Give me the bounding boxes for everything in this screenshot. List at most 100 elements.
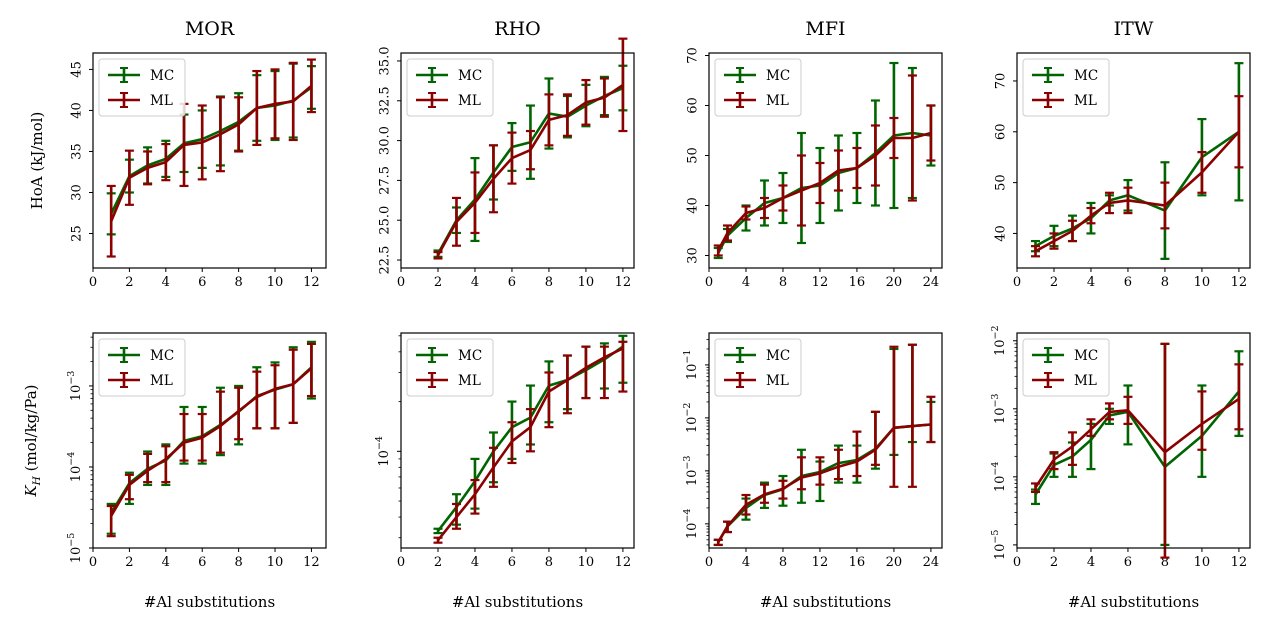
x-tick-label: 8 xyxy=(234,275,242,290)
x-tick-label: 12 xyxy=(812,275,829,290)
legend-label: ML xyxy=(766,373,789,389)
x-tick-label: 0 xyxy=(397,555,405,570)
panel-itw-kh: 0 2 4 6 8 10 12#Al substitutions10−510−410−310… xyxy=(990,325,1251,611)
legend-box xyxy=(714,58,802,117)
x-tick-label: 6 xyxy=(1124,275,1132,290)
legend-label: MC xyxy=(1074,68,1098,84)
panel-mor-hoa: MOR 0 2 4 6 8 10 12 25 30 35 40 45 HoA (kJ/mol) MC ML xyxy=(28,18,327,290)
x-tick-label: 24 xyxy=(923,275,940,290)
x-tick-label: 10 xyxy=(267,275,284,290)
x-tick-label: 12 xyxy=(1231,275,1248,290)
panel-mor-kh: 0 2 4 6 8 10 12#Al substitutions10−510−410−3KH… xyxy=(22,332,327,611)
y-axis-label: KH (mol/kg/Pa) xyxy=(22,384,43,497)
axes-frame xyxy=(400,332,635,549)
axes-frame xyxy=(1016,332,1251,549)
axes-frame xyxy=(92,332,327,549)
series-ml xyxy=(433,37,628,260)
x-axis-label: #Al substitutions xyxy=(1068,593,1199,611)
y-tick-label: 10−3 xyxy=(990,394,1008,425)
series-ml xyxy=(713,343,936,547)
axes-frame xyxy=(92,52,327,269)
x-tick-label: 0 xyxy=(89,275,97,290)
x-tick-label: 20 xyxy=(886,555,903,570)
x-tick-label: 4 xyxy=(742,555,750,570)
y-tick-exponent: −2 xyxy=(682,403,693,417)
y-tick-base: 10 xyxy=(993,339,1008,356)
y-tick-base: 10 xyxy=(69,466,84,483)
y-tick-label: 35.0 xyxy=(378,46,393,75)
x-tick-label: 0 xyxy=(89,555,97,570)
y-tick-base: 10 xyxy=(685,417,700,434)
y-tick-label: 10−2 xyxy=(682,403,700,434)
legend-box xyxy=(406,58,494,117)
x-tick-label: 6 xyxy=(1124,555,1132,570)
x-tick-label: 0 xyxy=(1013,275,1021,290)
legend-label: MC xyxy=(1074,348,1098,364)
series-line xyxy=(110,84,313,222)
y-tick-label: 25 xyxy=(70,225,85,242)
x-tick-label: 12 xyxy=(615,275,632,290)
legend-box xyxy=(98,58,186,117)
legend-label: MC xyxy=(766,348,790,364)
x-tick-label: 6 xyxy=(508,555,516,570)
x-tick-label: 16 xyxy=(849,555,866,570)
x-tick-label: 2 xyxy=(1050,275,1058,290)
y-tick-base: 10 xyxy=(685,523,700,540)
legend-label: MC xyxy=(458,68,482,84)
y-tick-base: 10 xyxy=(993,408,1008,425)
series-line xyxy=(1034,130,1240,253)
y-tick-label: 27.5 xyxy=(378,166,393,195)
y-tick-label: 10−1 xyxy=(682,350,700,381)
y-tick-base: 10 xyxy=(685,364,700,381)
panel-mfi-hoa: MFI 0 4 8 12 16 20 24 30 40 50 60 70 MC ML xyxy=(686,18,943,290)
y-tick-label: 45 xyxy=(70,61,85,78)
legend: MC ML xyxy=(1022,58,1110,117)
legend: MC ML xyxy=(98,58,186,117)
legend-label: MC xyxy=(150,348,174,364)
y-tick-label: 70 xyxy=(994,73,1009,90)
x-tick-label: 8 xyxy=(779,555,787,570)
legend-label: MC xyxy=(766,68,790,84)
x-tick-label: 4 xyxy=(162,555,170,570)
y-tick-label: 10−4 xyxy=(682,509,700,540)
legend-label: ML xyxy=(150,373,173,389)
y-tick-exponent: −3 xyxy=(66,371,77,385)
x-tick-label: 4 xyxy=(471,555,479,570)
panel-title: MOR xyxy=(185,18,235,40)
series-ml xyxy=(1030,342,1244,559)
axes-frame xyxy=(708,332,943,549)
series-ml xyxy=(106,342,316,538)
legend-box xyxy=(1022,338,1110,397)
y-tick-label: 10−3 xyxy=(66,371,84,402)
y-tick-exponent: −4 xyxy=(682,509,693,523)
x-tick-label: 8 xyxy=(1161,555,1169,570)
y-tick-base: 10 xyxy=(993,544,1008,561)
y-tick-label: 50 xyxy=(994,174,1009,191)
y-tick-label: 30 xyxy=(70,184,85,201)
legend-box xyxy=(714,338,802,397)
x-tick-label: 0 xyxy=(397,275,405,290)
legend-box xyxy=(1022,58,1110,117)
x-tick-label: 2 xyxy=(434,275,442,290)
x-tick-label: 10 xyxy=(1194,555,1211,570)
y-tick-exponent: −2 xyxy=(990,325,1001,339)
x-tick-label: 2 xyxy=(125,555,133,570)
series-line xyxy=(1034,130,1240,248)
legend-label: ML xyxy=(458,373,481,389)
x-tick-label: 10 xyxy=(578,275,595,290)
legend-label: MC xyxy=(150,68,174,84)
y-tick-label: 30.0 xyxy=(378,126,393,155)
legend-label: ML xyxy=(150,93,173,109)
x-tick-label: 8 xyxy=(545,555,553,570)
y-tick-exponent: −4 xyxy=(374,436,385,450)
y-tick-exponent: −3 xyxy=(682,456,693,470)
x-tick-label: 2 xyxy=(1050,555,1058,570)
panel-itw-hoa: ITW 0 2 4 6 8 10 12 40 50 60 70 MC ML xyxy=(994,18,1251,290)
series-line xyxy=(110,367,313,517)
x-tick-label: 8 xyxy=(1161,275,1169,290)
series-line xyxy=(436,347,624,542)
x-tick-label: 4 xyxy=(471,275,479,290)
panel-title: MFI xyxy=(805,18,845,40)
series-ml xyxy=(433,340,628,544)
series-line xyxy=(436,83,624,256)
